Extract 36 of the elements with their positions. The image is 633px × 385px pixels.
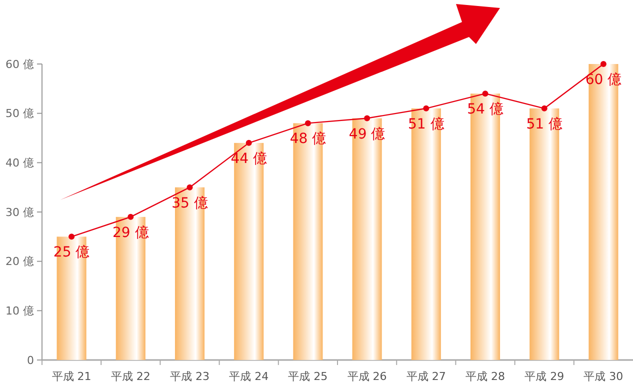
x-tick-label: 平成 27 (406, 370, 446, 383)
point (128, 214, 134, 220)
y-tick-label: 20 億 (6, 255, 34, 268)
y-tick-label: 10 億 (6, 304, 34, 318)
point (246, 140, 252, 146)
data-label: 48 億 (290, 131, 326, 148)
point (541, 105, 548, 112)
point (423, 105, 430, 112)
point (482, 90, 488, 97)
y-tick-label: 60 億 (6, 58, 34, 71)
data-label: 35 億 (172, 195, 208, 212)
point (600, 61, 606, 67)
y-tick-label: 40 億 (6, 156, 34, 170)
data-label: 44 億 (230, 150, 267, 167)
x-tick-label: 平成 22 (110, 370, 150, 383)
x-tick-label: 平成 24 (229, 370, 269, 383)
data-label: 29 億 (112, 224, 149, 241)
x-tick-label: 平成 26 (347, 370, 387, 383)
point (304, 120, 311, 126)
data-label: 51 億 (526, 116, 562, 132)
data-label: 51 億 (408, 116, 444, 132)
x-tick-label: 平成 21 (52, 370, 92, 383)
data-label: 25 億 (53, 244, 90, 261)
y-tick-label: 0 (27, 354, 34, 367)
point (364, 115, 370, 122)
x-tick-label: 平成 29 (524, 370, 564, 383)
x-tick-label: 平成 25 (288, 370, 328, 383)
point (186, 184, 193, 190)
data-label: 49 億 (348, 126, 386, 142)
data-label: 54 億 (467, 102, 504, 118)
y-tick-label: 50 億 (6, 107, 34, 120)
x-tick-label: 平成 28 (466, 370, 505, 383)
x-tick-label: 平成 30 (584, 370, 624, 383)
x-tick-label: 平成 23 (170, 370, 210, 383)
y-tick-label: 30 億 (6, 206, 34, 219)
point (68, 234, 75, 240)
